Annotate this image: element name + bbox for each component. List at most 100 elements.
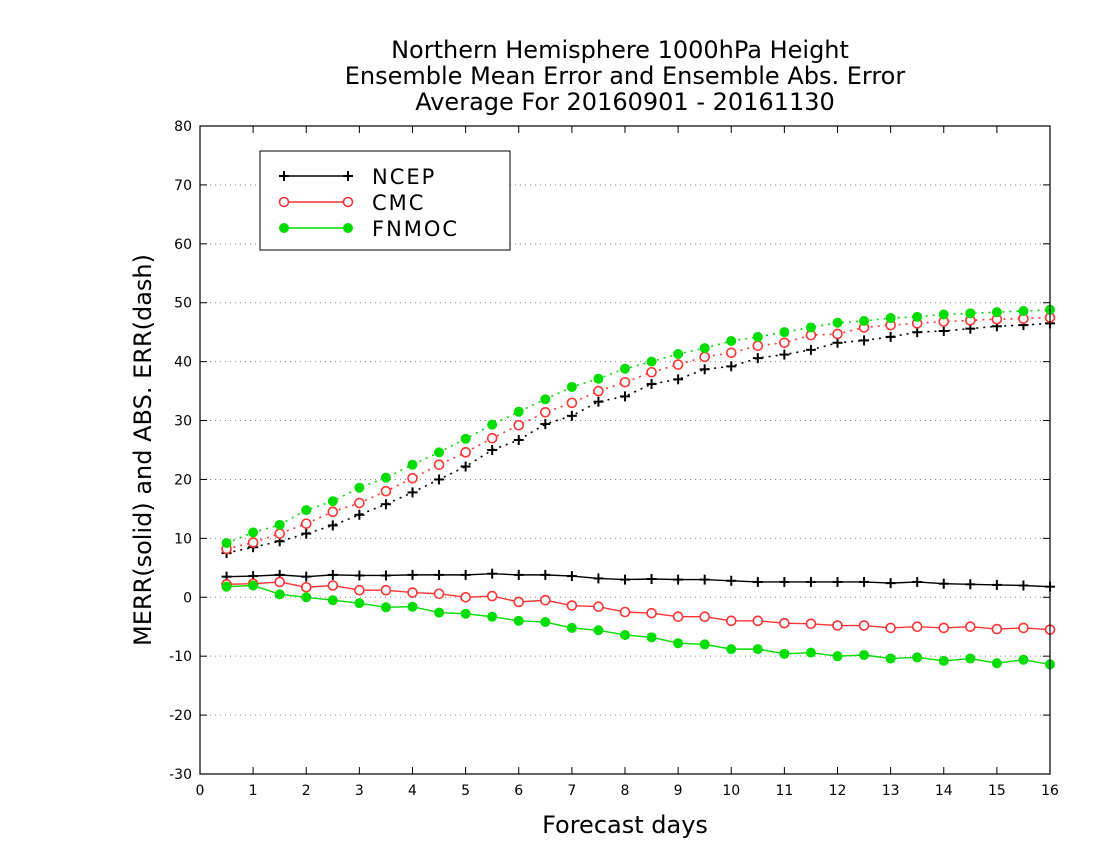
fnmoc-abs-error-line <box>226 308 1051 544</box>
fnmoc-abs-error-point <box>407 459 418 470</box>
ncep-mean-error-point <box>912 576 923 587</box>
legend-box <box>259 150 511 251</box>
cmc-abs-error-point <box>380 485 392 497</box>
ncep-mean-error-point <box>673 574 684 585</box>
ncep-abs-error-point <box>832 337 843 348</box>
fnmoc-mean-error-point <box>752 644 763 655</box>
cmc-mean-error-point <box>274 576 285 588</box>
legend-marker-end <box>343 223 353 233</box>
x-tick-label: 8 <box>621 783 630 799</box>
fnmoc-abs-error-point <box>434 447 445 458</box>
ncep-mean-error-point <box>1018 580 1029 591</box>
fnmoc-abs-error-point <box>938 309 949 320</box>
y-tick-label: 20 <box>174 472 192 488</box>
chart-title-line-2: Ensemble Mean Error and Ensemble Abs. Er… <box>345 62 906 90</box>
x-tick-label: 0 <box>196 783 205 799</box>
cmc-mean-error-point <box>300 581 312 593</box>
ncep-mean-error-point <box>487 568 498 579</box>
y-tick-label: 60 <box>174 237 192 253</box>
fnmoc-mean-error-point <box>646 632 657 643</box>
cmc-abs-error-point <box>752 340 764 352</box>
ncep-abs-error-point <box>327 520 338 531</box>
cmc-mean-error-point <box>486 590 498 602</box>
fnmoc-mean-error-point <box>805 647 816 658</box>
fnmoc-mean-error-point <box>540 617 551 628</box>
ncep-mean-error-point <box>301 571 312 582</box>
fnmoc-abs-error-point <box>620 363 630 374</box>
ncep-mean-error-point <box>991 579 1002 590</box>
fnmoc-mean-error-point <box>274 589 285 600</box>
fnmoc-abs-error-point <box>646 356 657 367</box>
ncep-mean-error-line <box>226 573 1051 588</box>
ncep-abs-error-point <box>938 326 949 337</box>
y-tick-label: 0 <box>183 590 192 606</box>
ncep-mean-error-point <box>566 571 577 582</box>
fnmoc-mean-error-point <box>938 655 949 666</box>
fnmoc-mean-error-point <box>248 580 259 591</box>
fnmoc-mean-error-point <box>593 625 604 636</box>
y-tick-label: 40 <box>174 355 192 371</box>
legend-marker-start <box>279 171 289 181</box>
ncep-abs-error-point <box>593 396 604 407</box>
x-tick-label: 6 <box>514 783 523 799</box>
ncep-abs-error-point <box>726 361 737 372</box>
legend-marker-end <box>342 196 354 208</box>
fnmoc-mean-error-point <box>885 653 896 664</box>
cmc-abs-error-point <box>540 406 551 418</box>
fnmoc-abs-error-point <box>460 433 471 444</box>
fnmoc-abs-error-point <box>779 327 790 338</box>
fnmoc-mean-error-point <box>380 602 391 613</box>
fnmoc-mean-error-point <box>354 598 365 609</box>
cmc-mean-error-point <box>805 618 817 630</box>
grid <box>200 184 1050 716</box>
fnmoc-abs-error-point <box>354 482 365 493</box>
ncep-mean-error-point <box>646 574 657 585</box>
legend-label-fnmoc: FNMOC <box>372 217 459 241</box>
legend-marker-start <box>278 196 290 208</box>
cmc-mean-error-point <box>938 622 950 634</box>
fnmoc-mean-error-point <box>460 608 471 619</box>
cmc-abs-error-point <box>433 459 445 471</box>
y-tick-label: -20 <box>169 708 192 724</box>
x-tick-label: 4 <box>408 783 417 799</box>
cmc-mean-error-point <box>991 623 1003 635</box>
fnmoc-mean-error-point <box>434 607 445 618</box>
fnmoc-abs-error-point <box>752 331 763 342</box>
cmc-mean-error-point <box>885 622 896 634</box>
fnmoc-mean-error-point <box>779 648 790 659</box>
cmc-mean-error-point <box>779 617 790 629</box>
y-tick-label: 50 <box>174 296 192 312</box>
x-tick-label: 2 <box>302 783 311 799</box>
fnmoc-mean-error-point <box>832 651 843 662</box>
cmc-abs-error-point <box>247 537 259 548</box>
fnmoc-mean-error-point <box>487 611 498 622</box>
y-axis-ticks: -30 -20 -10 0 10 20 30 40 50 60 70 80 <box>169 119 1050 783</box>
fnmoc-abs-error-point <box>380 472 391 483</box>
y-tick-label: -30 <box>169 767 192 783</box>
cmc-abs-error-point <box>619 376 631 388</box>
cmc-abs-error-line <box>226 316 1051 550</box>
ncep-mean-error-point <box>460 569 471 580</box>
fnmoc-mean-error-point <box>859 650 870 661</box>
ncep-mean-error-point <box>938 578 949 589</box>
ncep-mean-error-point <box>726 575 737 586</box>
legend-item-ncep: NCEP <box>279 165 434 189</box>
ncep-abs-error-point <box>380 499 391 510</box>
cmc-mean-error-point <box>1018 622 1029 634</box>
x-tick-label: 5 <box>461 783 470 799</box>
fnmoc-mean-error-point <box>726 644 737 655</box>
cmc-abs-error-point <box>832 328 843 340</box>
ncep-abs-error-point <box>460 461 471 472</box>
ncep-abs-error-point <box>566 410 577 421</box>
x-tick-label: 9 <box>674 783 683 799</box>
fnmoc-abs-error-point <box>593 373 604 384</box>
ncep-mean-error-point <box>593 573 604 584</box>
fnmoc-mean-error-point <box>301 592 312 603</box>
ncep-abs-error-point <box>885 331 896 342</box>
fnmoc-mean-error-point <box>699 639 710 650</box>
x-tick-label: 15 <box>988 783 1006 799</box>
ncep-abs-error-line <box>226 322 1051 554</box>
x-axis-ticks: 0 1 2 3 4 5 6 7 8 9 10 11 12 13 14 15 16 <box>196 126 1059 799</box>
fnmoc-mean-error-point <box>1018 654 1029 665</box>
cmc-mean-error-point <box>407 587 418 598</box>
